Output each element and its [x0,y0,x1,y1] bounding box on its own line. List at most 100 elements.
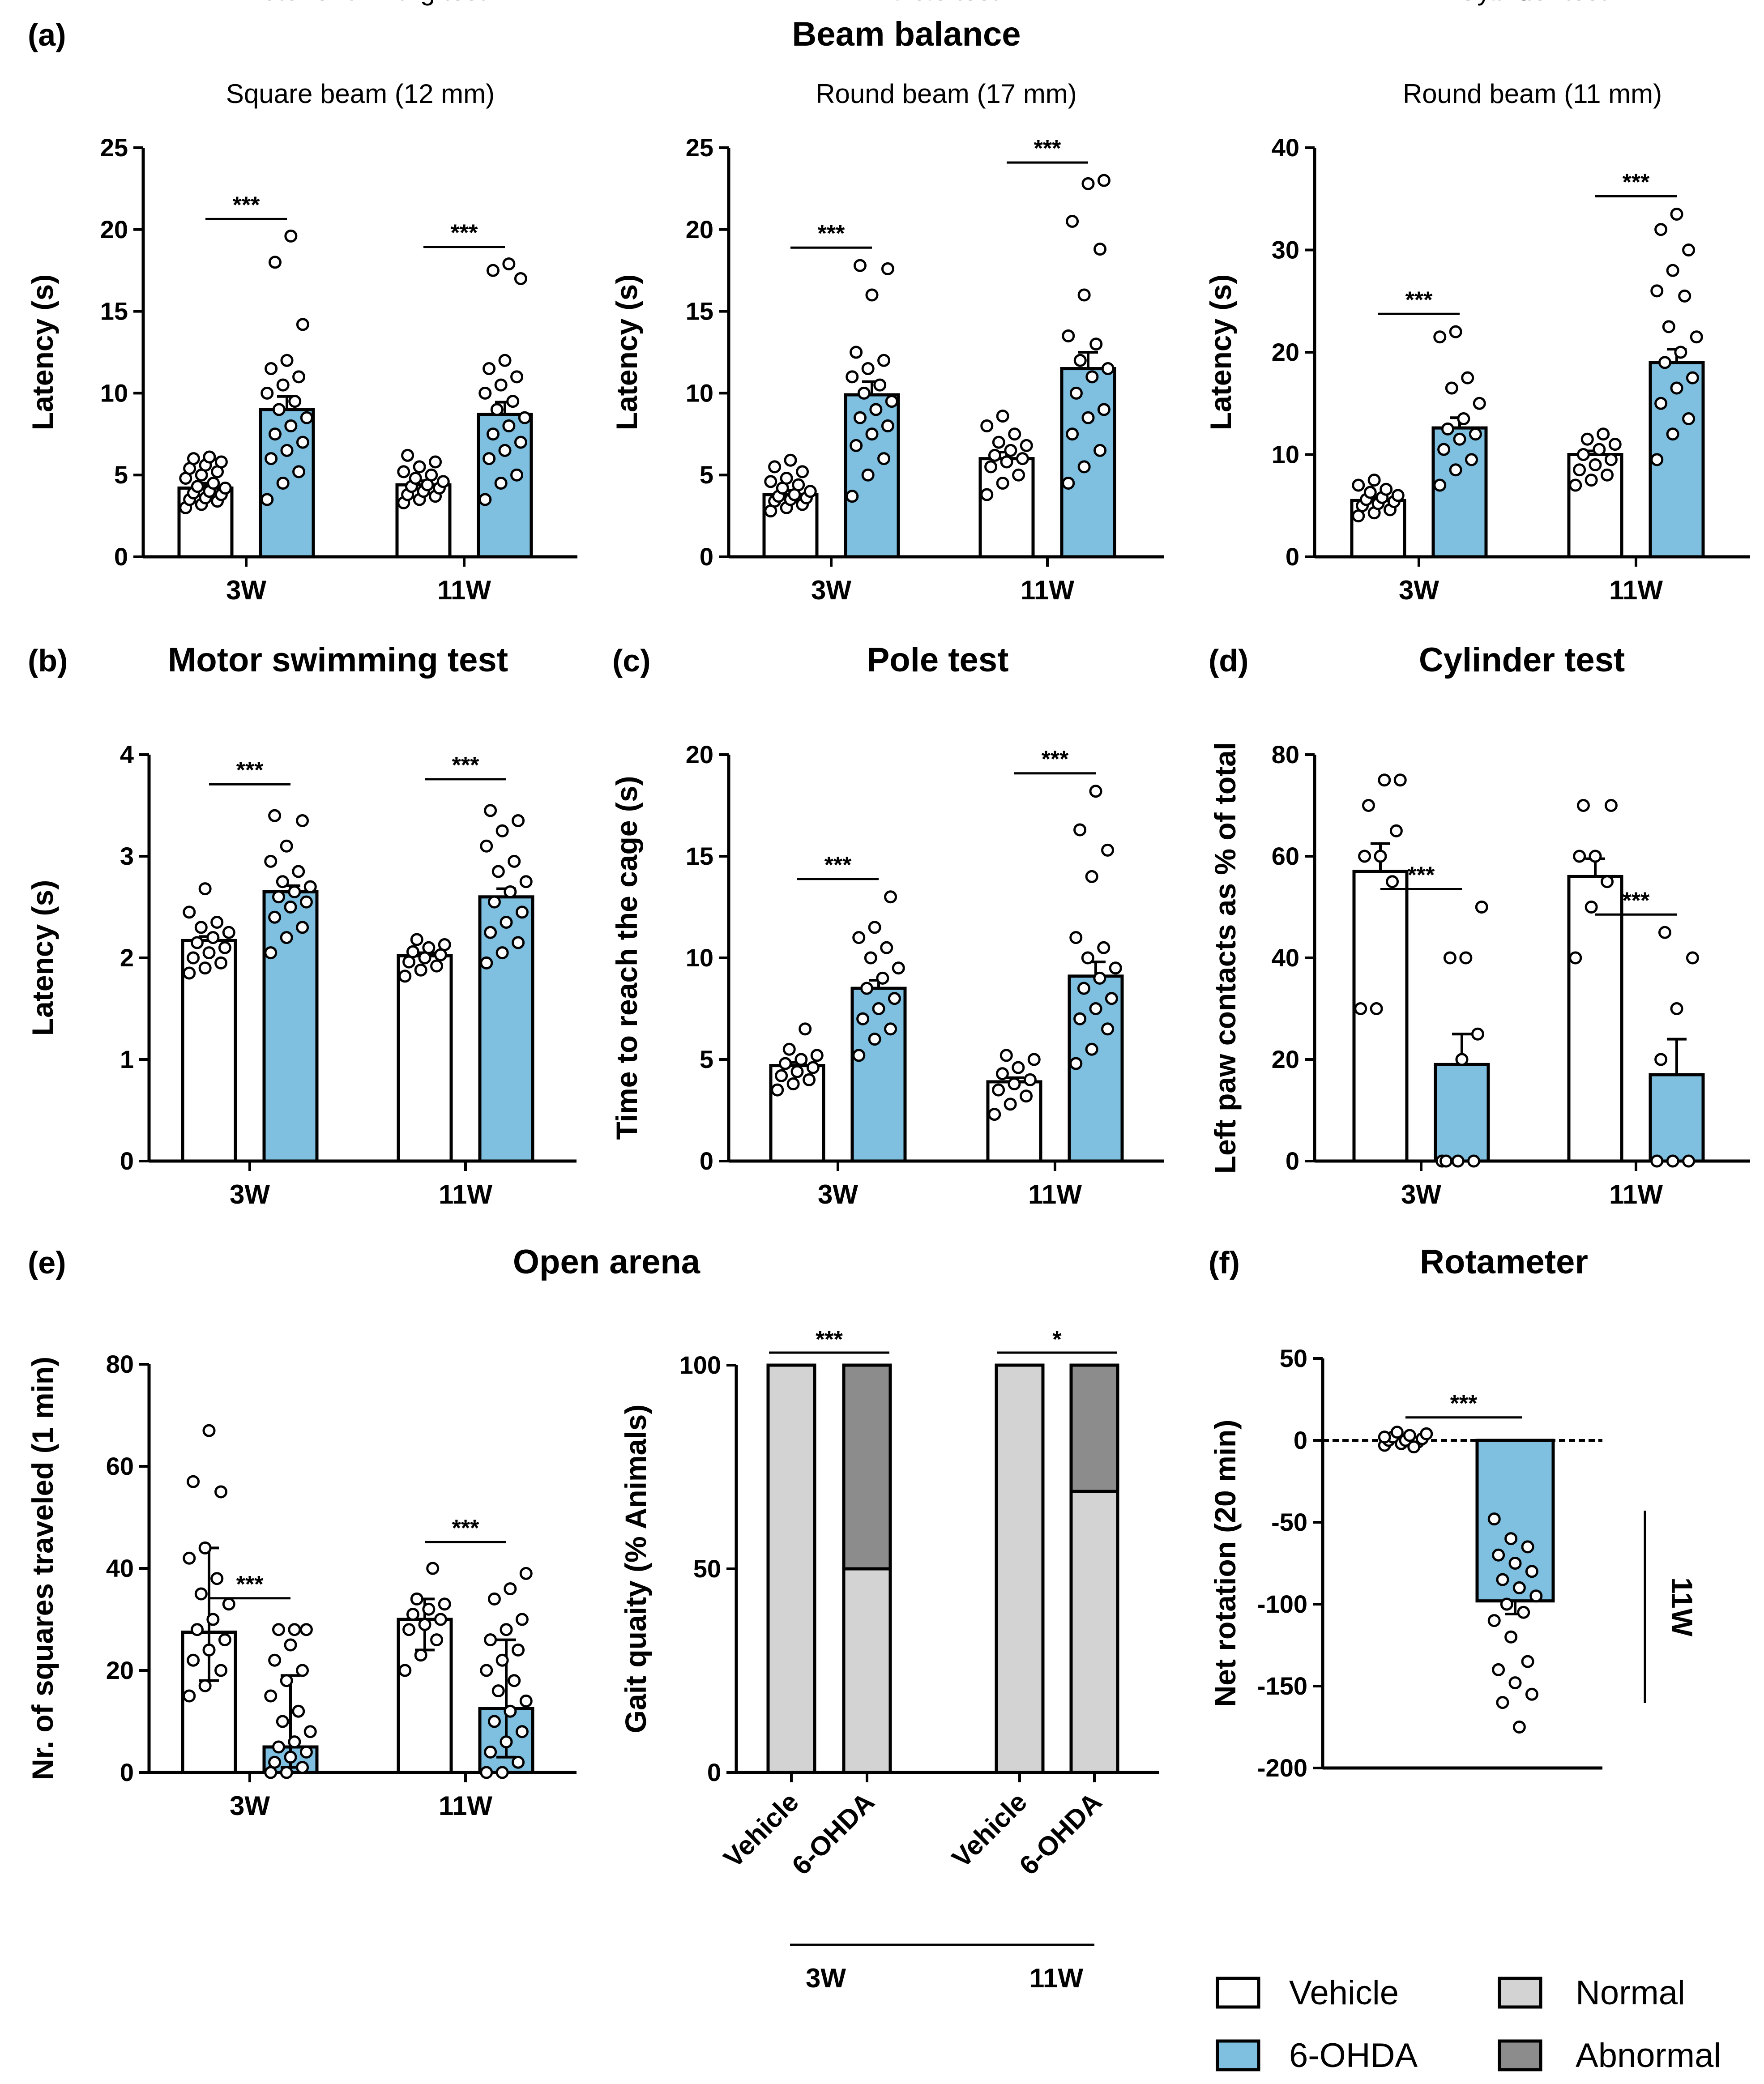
square_beam-point-0-1-12 [413,460,426,474]
round_beam_17-point-1-0-11 [846,370,859,384]
round_beam_17-point-0-0-11 [764,475,777,488]
round_beam_11-point-1-0-7 [1457,412,1470,426]
round_beam_17-y-tick-label-3: 15 [686,297,713,325]
cylinder_test-sig-label-0: *** [1408,863,1435,888]
legend-swatch-normal [1498,1977,1542,2009]
pole_test-point-1-0-9 [864,951,877,965]
cylinder_test-point-0-0-3 [1358,850,1371,863]
round_beam_11-point-1-0-5 [1469,427,1482,441]
gait_quality-ylabel: Gait quaity (% Animals) [619,1405,652,1734]
motor_swimming-point-1-0-14 [268,809,282,822]
motor_swimming-point-1-0-9 [276,875,289,888]
open_arena_squares-point-1-0-5 [299,1745,313,1759]
square_beam-point-1-1-11 [478,386,492,400]
round_beam_11-point-0-0-10 [1380,483,1393,496]
pole_test-point-1-1-6 [1077,982,1090,995]
open_arena_squares-point-1-1-12 [495,1653,509,1667]
square_beam-point-1-0-8 [300,411,313,424]
round_beam_11-point-1-0-1 [1449,463,1462,477]
pole_test-y-tick-label-2: 10 [686,944,713,972]
pole_test-point-1-0-1 [868,1033,881,1046]
round_beam_17-point-1-1-12 [1077,288,1091,302]
round_beam_17-point-1-1-5 [1097,403,1111,416]
square_beam-point-1-1-3 [483,452,496,465]
gait_quality-bar-normal-0 [766,1363,816,1774]
gait_quality-y-tick-label-2: 100 [679,1351,721,1379]
round_beam_17-point-1-0-1 [861,468,875,482]
square_beam-point-0-0-18 [203,450,216,464]
pole_test-point-1-0-0 [852,1049,866,1062]
motor_swimming-point-1-1-3 [484,926,497,939]
round_beam_17-point-0-1-8 [1020,439,1033,452]
round_beam_17-point-1-0-14 [850,346,863,359]
round_beam_11-point-0-0-9 [1363,486,1377,499]
round_beam_11-point-1-1-5 [1686,371,1699,384]
open_arena_squares-point-1-0-4 [284,1751,297,1764]
pole_test-point-1-1-5 [1105,992,1118,1005]
square_beam-point-1-0-5 [296,436,309,449]
pole_test-point-0-0-2 [803,1073,816,1086]
cylinder_test-point-0-0-5 [1389,824,1403,837]
motor_swimming-point-1-1-11 [480,839,493,853]
cylinder_test-point-1-0-6 [1443,951,1456,965]
cylinder_test-y-tick-label-1: 20 [1272,1045,1299,1073]
motor_swimming-point-0-0-0 [183,966,196,980]
open_arena_squares-y-tick-label-0: 0 [120,1758,134,1786]
round_beam_17-point-1-1-8 [1101,362,1115,376]
pole_test-point-0-1-6 [995,1067,1009,1080]
open_arena_squares-point-0-1-0 [398,1664,412,1677]
rotameter-point-1-7 [1512,1581,1526,1594]
round_beam_11-point-1-1-2 [1682,412,1696,426]
pole_test-sig-label-0: *** [824,852,852,878]
cylinder-test-title: Cylinder test [1419,641,1625,679]
pole_test-point-0-1-0 [988,1108,1001,1121]
rotameter-y-tick-label-5: 50 [1280,1344,1307,1372]
round_beam_11-point-1-0-12 [1449,325,1462,338]
round_beam_17-point-1-0-8 [885,395,898,408]
square_beam-point-0-0-8 [218,481,232,495]
rotameter-point-1-5 [1525,1565,1538,1578]
pole_test-point-0-0-6 [778,1057,792,1070]
square_beam-point-1-1-0 [478,493,492,506]
square_beam-point-1-0-1 [276,476,290,490]
cylinder_test-point-1-0-1 [1451,1154,1465,1168]
round_beam_11-point-1-0-3 [1437,443,1451,456]
round_beam_17-point-0-1-5 [1016,452,1029,465]
pole_test-point-1-0-2 [884,1022,897,1036]
cylinder_test-x-tick-label-0: 3W [1401,1179,1441,1209]
pole_test-point-0-1-8 [1027,1053,1041,1066]
pole_test-point-1-1-0 [1069,1057,1083,1070]
rotameter-point-0-7 [1403,1429,1416,1442]
square_beam-point-0-0-17 [187,452,200,465]
pole_test-point-1-1-1 [1085,1042,1098,1056]
round_beam_17-point-1-0-17 [853,259,867,272]
square_beam-point-1-0-15 [280,354,294,367]
motor_swimming-point-0-1-6 [406,945,419,958]
square_beam-point-1-0-13 [292,370,306,384]
round_beam_11-point-0-1-10 [1597,427,1610,441]
round_beam_17-point-1-1-13 [1093,243,1107,256]
open_arena_squares-point-1-1-7 [504,1704,517,1718]
gait_quality-bar-normal-1 [842,1567,892,1774]
gait_quality-y-tick-label-1: 50 [693,1554,721,1583]
round_beam_17-point-0-0-14 [768,460,782,474]
beam-balance-title: Beam balance [792,15,1021,53]
round_beam_17-y-tick-label-5: 25 [686,133,713,162]
square_beam-y-tick-label-5: 25 [100,133,128,162]
open_arena_squares-point-1-1-3 [484,1745,497,1759]
motor_swimming-point-1-0-2 [296,921,309,934]
round_beam_17-point-1-0-4 [865,427,879,441]
square_beam-point-1-1-9 [490,403,504,416]
open_arena_squares-point-1-1-5 [515,1725,529,1738]
open_arena_squares-point-0-0-11 [183,1551,196,1565]
open_arena_squares-point-1-0-16 [299,1623,313,1636]
open_arena_squares-point-1-1-18 [504,1582,517,1596]
round_beam_17-subtitle: Round beam (17 mm) [816,79,1077,109]
open_arena_squares-point-1-1-14 [484,1633,497,1647]
motor_swimming-point-0-1-8 [438,938,451,951]
rotameter-point-1-17 [1496,1696,1509,1709]
square_beam-point-0-1-9 [409,472,422,485]
cylinder_test-point-1-1-6 [1658,926,1671,939]
round_beam_17-sig-label-1: *** [1034,136,1061,162]
